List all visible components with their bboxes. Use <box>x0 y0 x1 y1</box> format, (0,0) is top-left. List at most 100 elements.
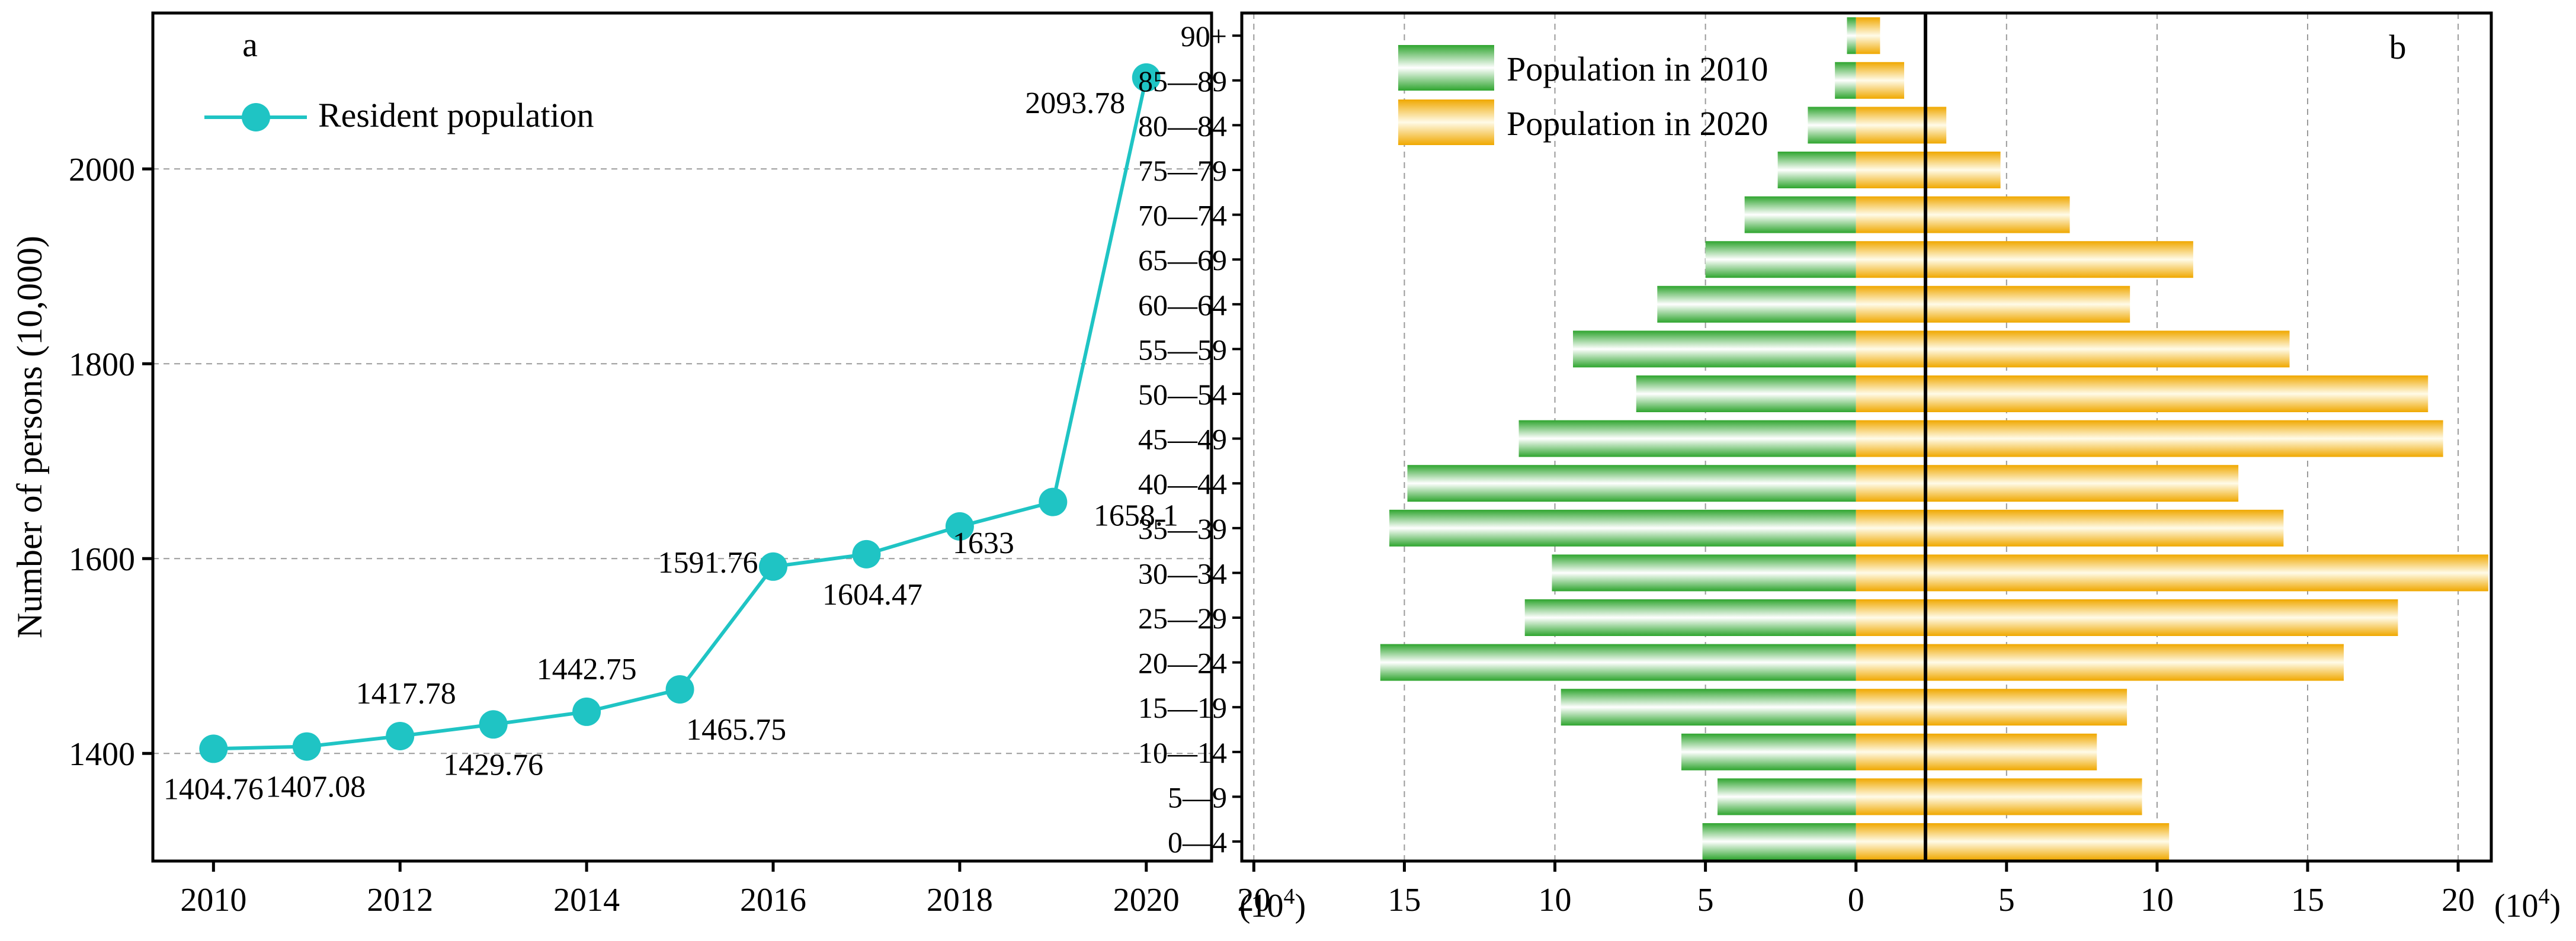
b-x-unit-right: (104) <box>2494 884 2561 924</box>
b-bar-2020 <box>1856 196 2070 233</box>
b-bar-2020 <box>1856 554 2488 592</box>
b-legend-swatch-2020 <box>1398 99 1494 145</box>
b-category-label: 0—4 <box>1168 826 1227 859</box>
b-bar-2020 <box>1856 420 2443 457</box>
b-x-ticks: 20 15 10 5 0 5 10 15 20 <box>1237 861 2475 918</box>
b-bars <box>1380 17 2488 860</box>
a-data-label: 1658.1 <box>1094 499 1178 533</box>
b-x-unit-right-exp: 4 <box>2539 884 2550 909</box>
b-bar-2010 <box>1552 554 1856 592</box>
b-category-label: 60—64 <box>1138 288 1227 322</box>
a-data-point <box>292 732 321 761</box>
b-bar-2020 <box>1856 285 2130 323</box>
b-category-label: 55—59 <box>1138 333 1227 366</box>
b-bar-2010 <box>1717 778 1856 815</box>
b-bar-2020 <box>1856 152 2001 188</box>
b-category-label: 10—14 <box>1138 736 1227 769</box>
b-x-unit-left-close: ) <box>1295 888 1306 924</box>
a-data-point <box>479 710 508 739</box>
b-bar-2020 <box>1856 644 2344 681</box>
a-x-tick-label: 2020 <box>1113 882 1180 918</box>
b-bar-2010 <box>1808 107 1856 144</box>
a-series-line <box>213 77 1148 751</box>
b-bar-2020 <box>1856 689 2128 726</box>
b-x-unit-left-exp: 4 <box>1284 884 1295 909</box>
a-line-layer <box>213 77 1148 751</box>
b-bar-2020 <box>1856 375 2428 412</box>
b-legend-label-2020: Population in 2020 <box>1507 104 1768 143</box>
a-x-tick-label: 2012 <box>367 882 433 918</box>
a-data-point <box>572 697 601 726</box>
b-bar-2010 <box>1702 823 1856 860</box>
b-category-label: 25—29 <box>1138 602 1227 635</box>
b-category-label: 15—19 <box>1138 691 1227 724</box>
b-category-label: 45—49 <box>1138 423 1227 456</box>
b-legend: Population in 2010 Population in 2020 <box>1398 45 1768 145</box>
b-bar-2010 <box>1705 241 1856 278</box>
b-x-tick-label: 0 <box>1848 882 1864 918</box>
b-bar-2020 <box>1856 778 2142 815</box>
b-plot-frame <box>1240 11 2493 863</box>
a-legend-marker <box>242 103 270 131</box>
a-data-point <box>199 734 228 763</box>
b-category-label: 80—84 <box>1138 109 1227 142</box>
b-category-label: 30—34 <box>1138 557 1227 590</box>
a-data-points <box>199 63 1161 763</box>
b-bar-2020 <box>1856 465 2239 502</box>
b-bar-2010 <box>1847 17 1856 54</box>
a-plot-frame <box>151 11 1213 863</box>
a-y-axis-title: Number of persons (10,000) <box>10 236 49 638</box>
a-data-label: 1417.78 <box>356 677 456 711</box>
a-y-tick-label: 1800 <box>69 346 135 383</box>
a-data-label: 1442.75 <box>537 653 637 686</box>
b-legend-swatch-2010 <box>1398 45 1494 91</box>
b-category-label: 40—44 <box>1138 467 1227 500</box>
b-category-label: 65—69 <box>1138 243 1227 277</box>
b-category-label: 75—79 <box>1138 154 1227 187</box>
b-bar-2020 <box>1856 17 1880 54</box>
b-legend-label-2010: Population in 2010 <box>1507 50 1768 88</box>
b-bar-2010 <box>1561 689 1856 726</box>
b-x-tick-label: 10 <box>1539 882 1572 918</box>
a-legend-label: Resident population <box>318 96 594 134</box>
a-x-tick-label: 2010 <box>180 882 246 918</box>
a-data-labels: 1404.76 1407.08 1417.78 1429.76 1442.75 1465.… <box>164 86 1178 806</box>
b-x-unit-right-close: ) <box>2550 888 2561 924</box>
a-data-label: 1633 <box>953 526 1014 560</box>
b-bar-2010 <box>1573 330 1856 368</box>
b-category-label: 5—9 <box>1168 781 1227 814</box>
b-category-label: 70—74 <box>1138 199 1227 232</box>
b-bar-2010 <box>1744 196 1856 233</box>
b-bar-2010 <box>1518 420 1856 457</box>
b-x-tick-label: 5 <box>1998 882 2015 918</box>
b-x-unit-right-base: (10 <box>2494 888 2539 924</box>
b-x-tick-label: 5 <box>1697 882 1714 918</box>
a-data-label: 1429.76 <box>443 748 543 782</box>
b-bar-2020 <box>1856 330 2290 368</box>
b-bar-2020 <box>1856 241 2193 278</box>
a-data-point <box>386 721 415 750</box>
a-data-label: 1465.75 <box>686 713 786 747</box>
a-data-label: 1604.47 <box>822 578 922 612</box>
a-data-point <box>665 675 694 704</box>
b-x-unit-left-base: (10 <box>1239 888 1284 924</box>
chart-panel-a: 1404.76 1407.08 1417.78 1429.76 1442.75 1465.… <box>10 11 1213 918</box>
b-bar-2020 <box>1856 509 2284 547</box>
a-x-tick-label: 2016 <box>740 882 806 918</box>
a-legend: Resident population <box>204 96 594 134</box>
b-bar-2010 <box>1777 152 1856 188</box>
b-category-label: 35—39 <box>1138 512 1227 545</box>
b-bar-2010 <box>1389 509 1856 547</box>
a-data-point <box>1132 63 1161 92</box>
a-panel-label: a <box>242 25 258 64</box>
b-bar-2020 <box>1856 107 1947 144</box>
a-data-label: 2093.78 <box>1025 86 1125 120</box>
b-panel-label: b <box>2389 28 2407 66</box>
a-data-point <box>945 512 974 541</box>
a-y-tick-label: 1400 <box>69 736 135 773</box>
a-data-label: 1591.76 <box>658 546 758 580</box>
b-bar-2010 <box>1524 599 1856 636</box>
b-x-tick-label: 20 <box>1237 882 1270 918</box>
a-y-tick-label: 1600 <box>69 541 135 578</box>
a-y-tick-label: 2000 <box>69 152 135 188</box>
